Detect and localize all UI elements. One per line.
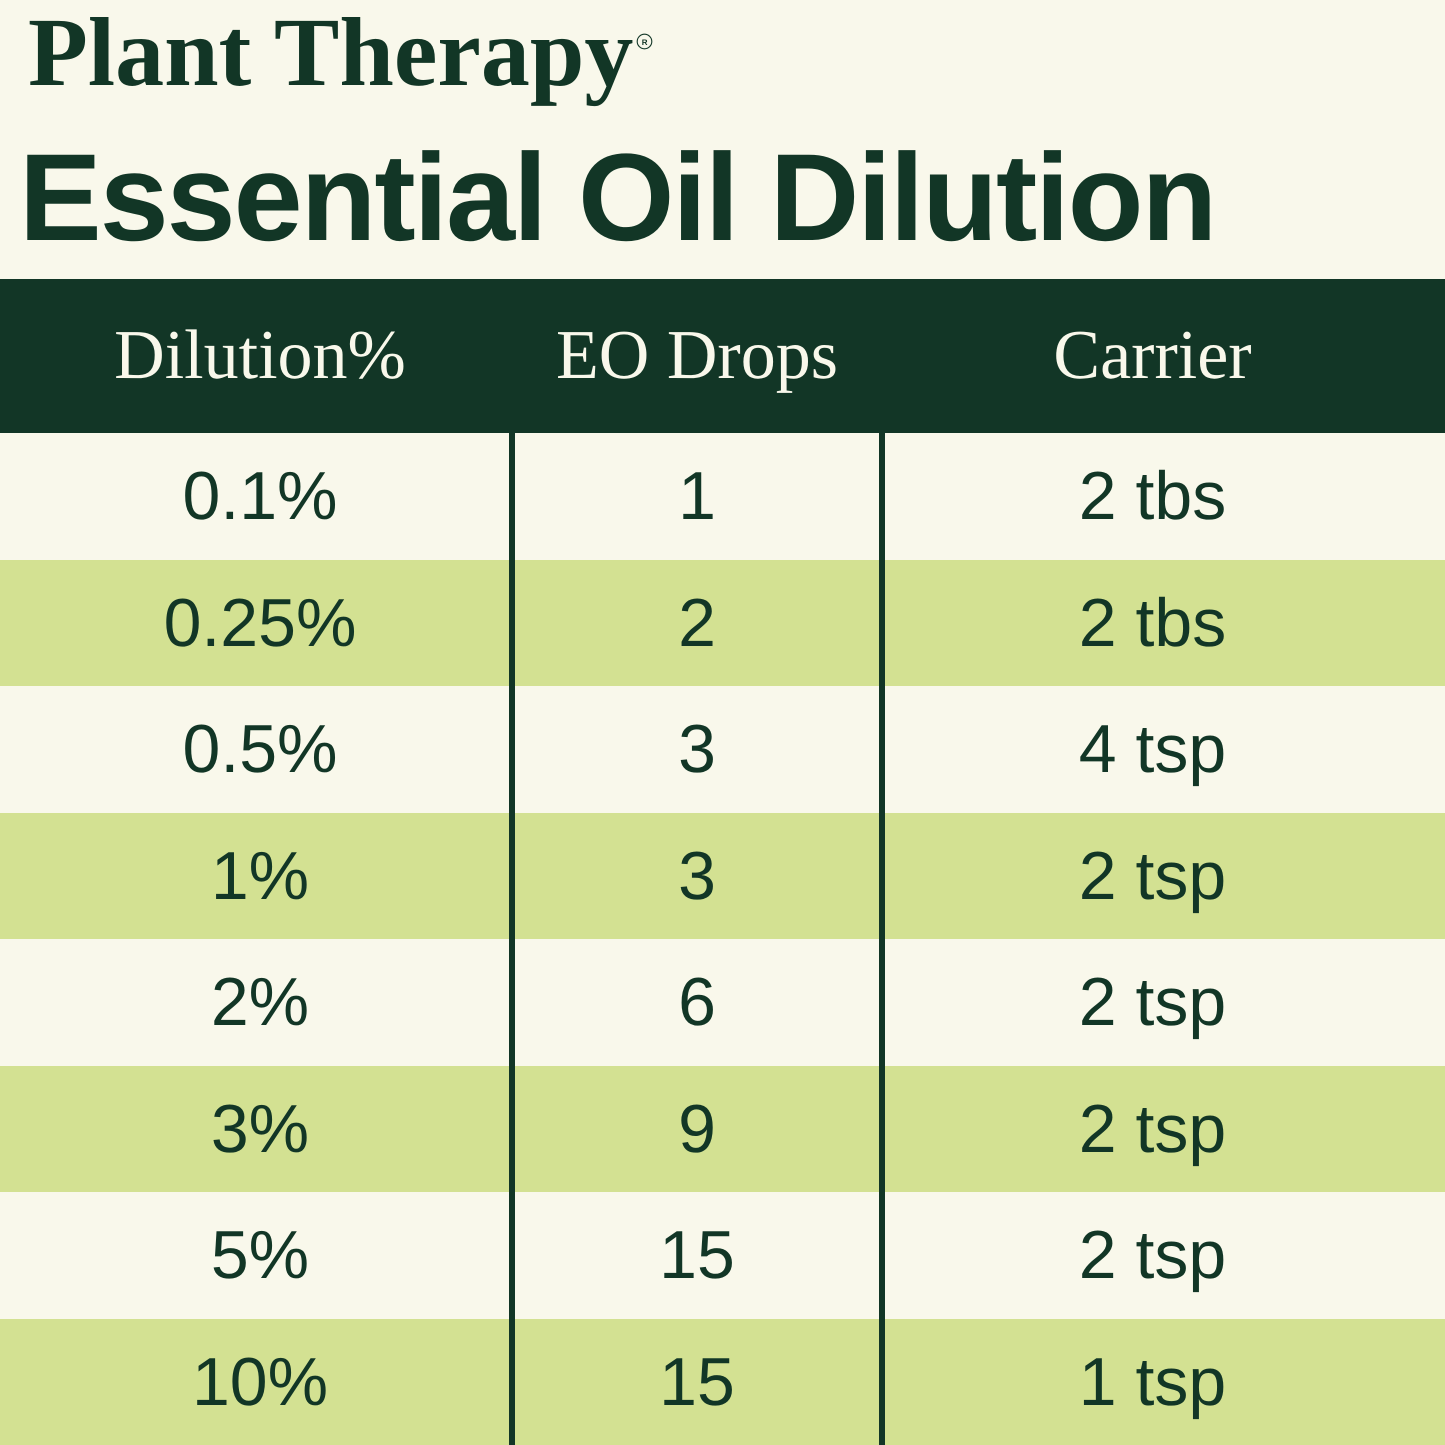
svg-text:R: R: [642, 38, 648, 47]
